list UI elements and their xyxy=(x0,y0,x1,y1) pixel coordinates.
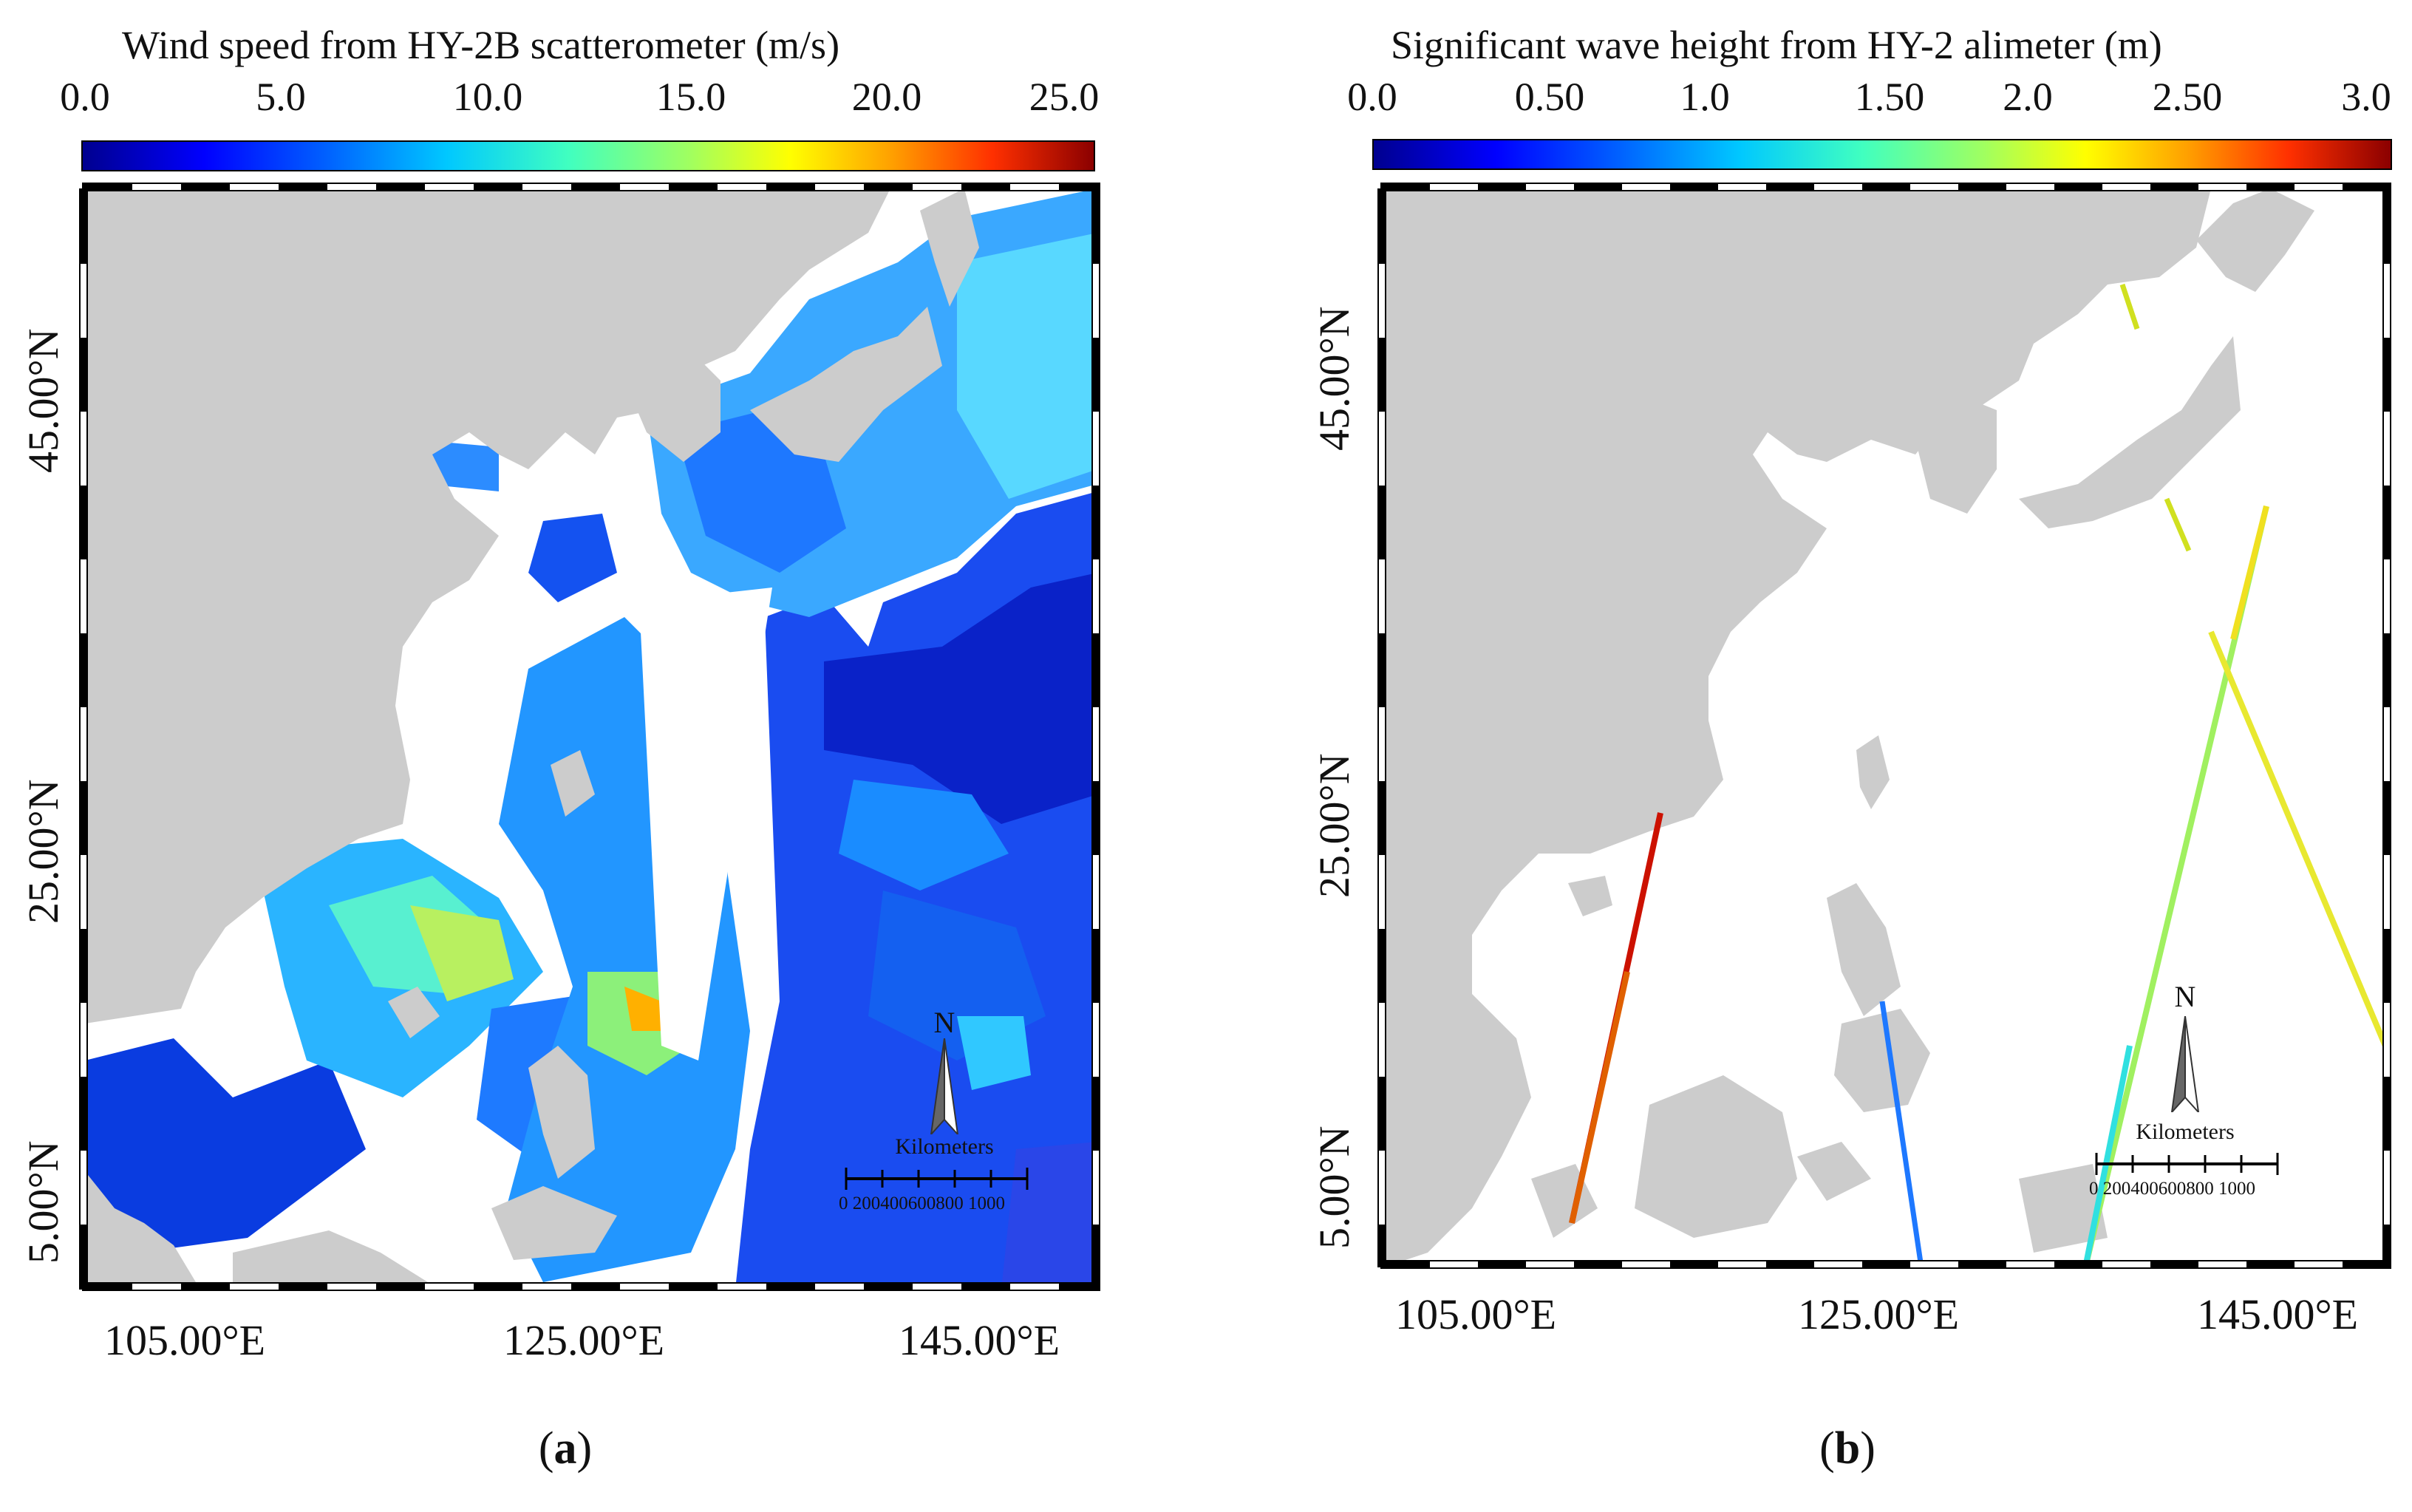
map-b-canvas xyxy=(1383,188,2388,1267)
colorbar-tick-a-3: 15.0 xyxy=(655,75,726,119)
colorbar-tick-b-4: 2.0 xyxy=(2003,75,2053,119)
lon-label-b-125: 125.00°E xyxy=(1797,1290,1960,1338)
panel-b-wave-height: Significant wave height from HY-2 alimet… xyxy=(1206,0,2412,1512)
scale-title-a: Kilometers xyxy=(895,1134,994,1159)
subfigure-label-a: (a) xyxy=(538,1423,593,1474)
frame-left-a xyxy=(79,188,88,1290)
lon-label-b-145: 145.00°E xyxy=(2196,1290,2359,1338)
lat-label-a-5: 5.00°N xyxy=(19,1140,67,1264)
frame-left-b xyxy=(1377,188,1386,1267)
lat-label-b-5: 5.00°N xyxy=(1310,1126,1358,1249)
colorbar-tick-b-3: 1.50 xyxy=(1854,75,1925,119)
colorbar-tick-b-0: 0.0 xyxy=(1347,75,1397,119)
scale-ticks-a: 0 200400600800 1000 xyxy=(839,1193,1005,1213)
colorbar-tick-b-2: 1.0 xyxy=(1680,75,1730,119)
lat-label-b-25: 25.00°N xyxy=(1310,753,1358,898)
colorbar-b xyxy=(1372,139,2392,170)
colorbar-tick-a-4: 20.0 xyxy=(851,75,922,119)
lat-label-a-25: 25.00°N xyxy=(19,779,67,924)
scale-bar-b xyxy=(2095,1153,2279,1175)
frame-right-a xyxy=(1091,188,1100,1290)
colorbar-tick-a-1: 5.0 xyxy=(256,75,306,119)
map-b: N Kilometers 0 200400600800 1000 xyxy=(1377,183,2391,1269)
frame-bottom-b xyxy=(1380,1260,2391,1269)
north-letter-b: N xyxy=(2174,980,2196,1013)
scale-ticks-b: 0 200400600800 1000 xyxy=(2089,1179,2255,1199)
colorbar-tick-b-1: 0.50 xyxy=(1514,75,1585,119)
colorbar-tick-b-5: 2.50 xyxy=(2152,75,2223,119)
frame-top-b xyxy=(1380,183,2391,191)
colorbar-title-b: Significant wave height from HY-2 alimet… xyxy=(1391,23,2162,67)
colorbar-tick-a-5: 25.0 xyxy=(1029,75,1100,119)
lon-label-a-145: 145.00°E xyxy=(898,1316,1060,1364)
lon-label-b-105: 105.00°E xyxy=(1394,1290,1557,1338)
panel-a-wind-speed: Wind speed from HY-2B scatterometer (m/s… xyxy=(19,23,1100,1474)
scale-title-b: Kilometers xyxy=(2136,1120,2235,1144)
north-letter-a: N xyxy=(933,1006,955,1039)
scale-bar-a xyxy=(845,1168,1029,1190)
lon-label-a-105: 105.00°E xyxy=(103,1316,266,1364)
colorbar-tick-a-0: 0.0 xyxy=(60,75,110,119)
colorbar-title-a: Wind speed from HY-2B scatterometer (m/s… xyxy=(122,23,840,67)
lat-label-a-45: 45.00°N xyxy=(19,328,67,473)
lon-label-a-125: 125.00°E xyxy=(502,1316,665,1364)
frame-top-a xyxy=(82,183,1100,191)
frame-right-b xyxy=(2382,188,2391,1267)
frame-bottom-a xyxy=(82,1282,1100,1291)
north-arrow-icon-b xyxy=(2170,1016,2200,1112)
map-a-canvas xyxy=(85,188,1097,1290)
colorbar-tick-a-2: 10.0 xyxy=(452,75,523,119)
lat-label-b-45: 45.00°N xyxy=(1310,306,1358,451)
colorbar-a xyxy=(81,140,1095,171)
subfigure-label-b: (b) xyxy=(1819,1423,1876,1474)
colorbar-tick-b-6: 3.0 xyxy=(2341,75,2391,119)
north-arrow-icon-a xyxy=(930,1038,959,1134)
map-a: N Kilometers 0 200400600800 1000 xyxy=(79,183,1100,1291)
